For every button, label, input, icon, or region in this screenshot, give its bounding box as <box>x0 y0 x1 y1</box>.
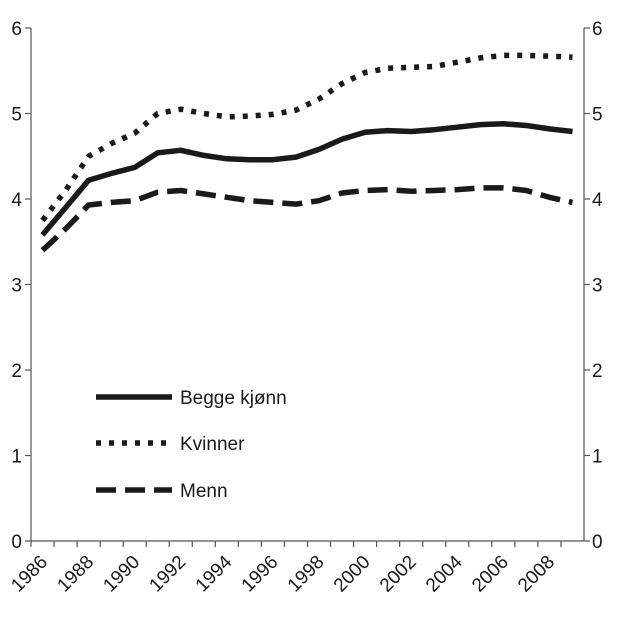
series-group <box>40 52 574 253</box>
x-tick-label: 1990 <box>99 552 144 597</box>
x-tick-label: 2006 <box>468 552 513 597</box>
y-tick-label-right: 5 <box>592 105 603 126</box>
x-tick-label: 2000 <box>330 552 375 597</box>
y-axis-left: 0 1 2 3 4 5 6 <box>11 19 31 553</box>
y-axis-right: 0 1 2 3 4 5 6 <box>584 19 603 553</box>
y-tick-label-right: 3 <box>592 276 603 297</box>
y-tick-label-left: 6 <box>11 19 22 40</box>
y-tick-label-left: 2 <box>11 361 22 382</box>
x-tick-label: 1998 <box>284 552 329 597</box>
x-tick-label: 2004 <box>422 551 467 596</box>
series-line-0 <box>40 121 573 237</box>
y-tick-label-right: 0 <box>592 532 603 553</box>
legend-label-1: Kvinner <box>180 434 245 455</box>
y-tick-label-left: 5 <box>11 105 22 126</box>
y-tick-label-right: 1 <box>592 447 603 468</box>
x-axis: 1986 1988 1990 1992 1994 1996 1998 2000 2002 2004… <box>7 541 562 597</box>
y-tick-label-right: 6 <box>592 19 603 40</box>
series-line-1 <box>40 52 573 223</box>
series-line-2 <box>40 185 574 253</box>
x-tick-label: 2008 <box>514 552 559 597</box>
x-tick-label: 1992 <box>146 552 191 597</box>
y-tick-label-right: 2 <box>592 361 603 382</box>
x-tick-label: 2002 <box>376 552 421 597</box>
x-tick-label: 1994 <box>192 551 237 596</box>
x-tick-label: 1988 <box>53 552 98 597</box>
legend-label-0: Begge kjønn <box>180 388 287 409</box>
y-tick-label-left: 0 <box>11 532 22 553</box>
x-tick-label: 1986 <box>7 552 52 597</box>
legend-label-2: Menn <box>180 481 228 502</box>
y-tick-label-right: 4 <box>592 190 603 211</box>
x-tick-label: 1996 <box>238 552 283 597</box>
y-tick-label-left: 1 <box>11 447 22 468</box>
legend: Begge kjønn Kvinner Menn <box>96 388 287 502</box>
y-tick-label-left: 3 <box>11 276 22 297</box>
y-tick-label-left: 4 <box>11 190 22 211</box>
